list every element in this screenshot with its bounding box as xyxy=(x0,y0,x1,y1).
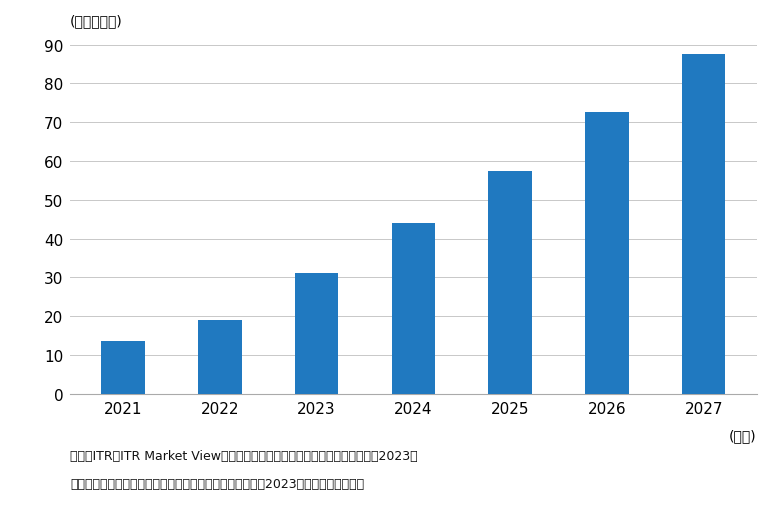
Bar xyxy=(585,113,629,394)
Bar xyxy=(392,224,435,394)
Bar xyxy=(295,274,339,394)
Text: ＊ベンダーの売上金額を対象とし、３月期ベースで換算　2023年度以降は予測値。: ＊ベンダーの売上金額を対象とし、３月期ベースで換算 2023年度以降は予測値。 xyxy=(70,477,364,490)
Bar xyxy=(198,320,242,394)
Text: (単位：億円): (単位：億円) xyxy=(70,14,123,28)
Bar xyxy=(101,341,145,394)
Bar xyxy=(682,55,725,394)
Text: 出典：ITR『ITR Market View：対話型アイ・機械学習プラットフォーム市噳2023』: 出典：ITR『ITR Market View：対話型アイ・機械学習プラットフォー… xyxy=(70,449,418,463)
Bar xyxy=(488,171,532,394)
Text: (年度): (年度) xyxy=(729,429,757,443)
